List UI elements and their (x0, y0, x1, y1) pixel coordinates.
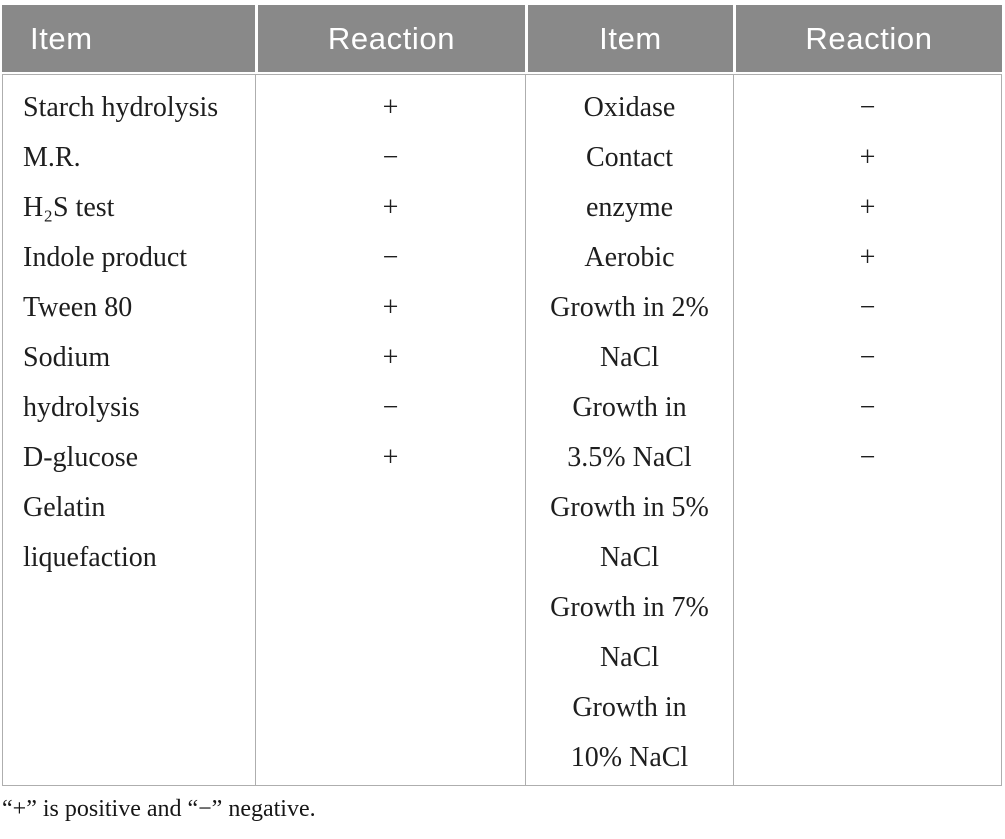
header-reaction-right: Reaction (733, 5, 1002, 72)
reaction-cell: + (382, 192, 399, 223)
reaction-cell: − (859, 292, 876, 323)
column-item-left: Starch hydrolysis M.R. H₂S test Indole prod… (3, 75, 255, 785)
item-cell: Gelatin (23, 492, 106, 523)
item-cell: Growth in (572, 392, 687, 423)
reaction-cell: + (859, 242, 876, 273)
reaction-cell: − (382, 392, 399, 423)
reaction-cell: + (382, 92, 399, 123)
header-item-right: Item (525, 5, 733, 72)
biochemical-results-table: Item Reaction Item Reaction Starch hydro… (2, 5, 1002, 786)
item-cell: liquefaction (23, 542, 157, 573)
column-item-right: Oxidase Contact enzyme Aerobic Growth in 2% N… (525, 75, 733, 785)
reaction-cell: − (859, 92, 876, 123)
item-cell: Aerobic (584, 242, 675, 273)
item-cell: 3.5% NaCl (567, 442, 692, 473)
item-cell: NaCl (599, 542, 660, 573)
column-reaction-left: + − + − + + − + (255, 75, 525, 785)
item-cell: Growth in 7% (550, 592, 709, 623)
item-cell: Growth in (572, 692, 687, 723)
item-cell: enzyme (585, 192, 674, 223)
item-cell: Starch hydrolysis (23, 92, 219, 123)
table-header-row: Item Reaction Item Reaction (2, 5, 1002, 72)
item-cell: hydrolysis (23, 392, 140, 423)
reaction-cell: − (859, 392, 876, 423)
item-cell: D-glucose (23, 442, 139, 473)
reaction-cell: − (382, 242, 399, 273)
reaction-cell: + (859, 192, 876, 223)
reaction-cell: + (382, 292, 399, 323)
item-cell: M.R. (23, 142, 81, 173)
reaction-cell: + (382, 342, 399, 373)
header-reaction-left: Reaction (255, 5, 525, 72)
table-footnote: “+” is positive and “−” negative. (2, 796, 316, 822)
item-cell: Indole product (23, 242, 188, 273)
item-cell: 10% NaCl (570, 742, 689, 773)
item-cell: Sodium (23, 342, 111, 373)
reaction-cell: + (859, 142, 876, 173)
reaction-cell: − (382, 142, 399, 173)
reaction-cell: + (382, 442, 399, 473)
item-cell: NaCl (599, 342, 660, 373)
item-cell: Oxidase (583, 92, 676, 123)
header-item-left: Item (30, 20, 93, 56)
item-cell: Contact (585, 142, 674, 173)
item-cell: H₂S test (23, 192, 115, 223)
column-reaction-right: − + + + − − − − (733, 75, 1001, 785)
item-cell: Tween 80 (23, 292, 133, 323)
item-cell: Growth in 5% (550, 492, 709, 523)
table-body: Starch hydrolysis M.R. H₂S test Indole prod… (2, 74, 1002, 786)
item-cell: Growth in 2% (550, 292, 709, 323)
reaction-cell: − (859, 342, 876, 373)
item-cell: NaCl (599, 642, 660, 673)
reaction-cell: − (859, 442, 876, 473)
